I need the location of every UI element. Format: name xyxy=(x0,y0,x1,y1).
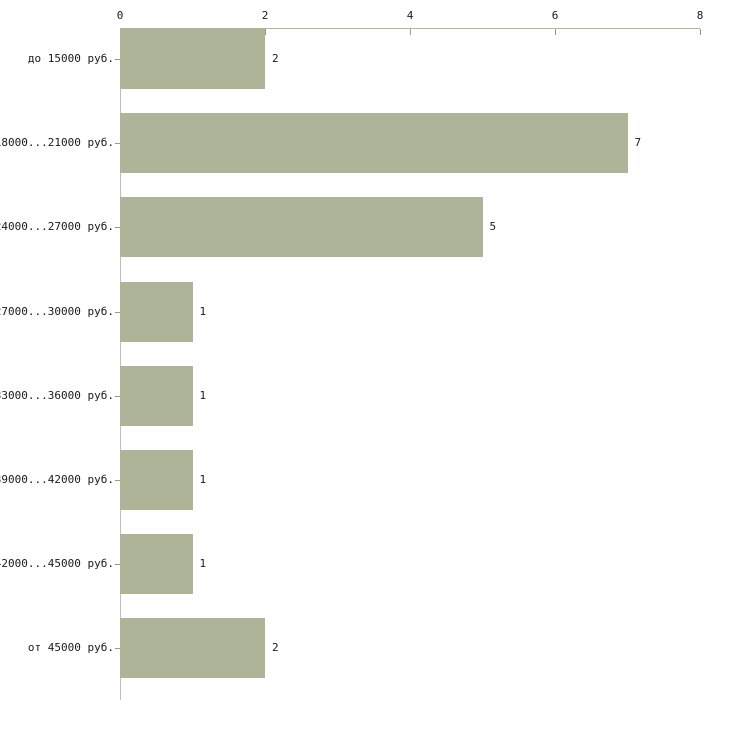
y-tick-mark xyxy=(115,648,120,650)
category-label: до 15000 руб. xyxy=(27,52,114,65)
bar-value-label: 7 xyxy=(634,136,642,150)
y-tick-mark xyxy=(115,395,120,397)
category-label: 33000...36000 руб. xyxy=(0,388,114,402)
bar xyxy=(120,281,193,342)
x-tick-mark xyxy=(410,29,411,35)
category-label: 42000...45000 руб. xyxy=(0,557,114,571)
category-label: 39000...42000 руб. xyxy=(0,473,114,486)
category-label: 27000...30000 руб. xyxy=(0,304,114,318)
bar xyxy=(120,29,265,89)
y-axis-line xyxy=(120,28,121,700)
bar-value-label: 5 xyxy=(489,220,497,234)
bar-value-label: 2 xyxy=(272,641,279,655)
x-tick-label: 4 xyxy=(406,9,414,22)
y-tick-mark xyxy=(115,480,120,481)
bar xyxy=(120,618,265,679)
x-tick-label: 8 xyxy=(696,9,704,22)
x-tick-label: 0 xyxy=(116,9,124,22)
y-tick-mark xyxy=(115,227,120,229)
bar-value-label: 1 xyxy=(199,388,207,402)
bar xyxy=(120,365,193,426)
category-label: от 45000 руб. xyxy=(27,641,114,655)
x-axis-line xyxy=(120,28,700,29)
category-label: 24000...27000 руб. xyxy=(0,220,114,234)
y-tick-mark xyxy=(115,311,120,313)
y-tick-mark xyxy=(115,59,120,60)
y-tick-mark xyxy=(115,564,120,566)
bar-value-label: 1 xyxy=(199,557,207,571)
x-tick-mark xyxy=(700,29,701,35)
bar xyxy=(120,450,193,510)
y-tick-mark xyxy=(115,143,120,145)
x-tick-mark xyxy=(265,29,266,35)
bar xyxy=(120,197,483,258)
x-tick-label: 6 xyxy=(551,9,559,22)
category-label: 18000...21000 руб. xyxy=(0,136,114,150)
x-tick-label: 2 xyxy=(261,9,269,22)
bar xyxy=(120,534,193,595)
bar xyxy=(120,113,628,174)
x-tick-mark xyxy=(555,29,556,35)
bar-value-label: 2 xyxy=(272,52,279,65)
bar-value-label: 1 xyxy=(199,304,207,318)
bar-value-label: 1 xyxy=(199,473,207,486)
